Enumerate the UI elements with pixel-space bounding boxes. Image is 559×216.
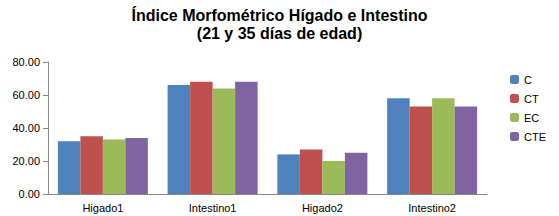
svg-text:EC: EC: [524, 112, 539, 124]
svg-text:Índice Morfométrico Hígado e I: Índice Morfométrico Hígado e Intestino: [131, 6, 427, 24]
svg-text:CT: CT: [524, 93, 539, 105]
svg-text:CTE: CTE: [524, 131, 546, 143]
svg-text:60.00: 60.00: [12, 89, 40, 101]
svg-text:C: C: [524, 74, 532, 86]
svg-text:Higado1: Higado1: [82, 202, 123, 214]
svg-text:40.00: 40.00: [12, 122, 40, 134]
svg-text:(21 y 35 días de edad): (21 y 35 días de edad): [197, 25, 362, 42]
svg-text:0.00: 0.00: [19, 188, 40, 200]
svg-text:Intestino1: Intestino1: [189, 202, 237, 214]
svg-text:20.00: 20.00: [12, 155, 40, 167]
svg-text:Higado2: Higado2: [302, 202, 343, 214]
svg-text:80.00: 80.00: [12, 56, 40, 68]
svg-text:Intestino2: Intestino2: [408, 202, 456, 214]
